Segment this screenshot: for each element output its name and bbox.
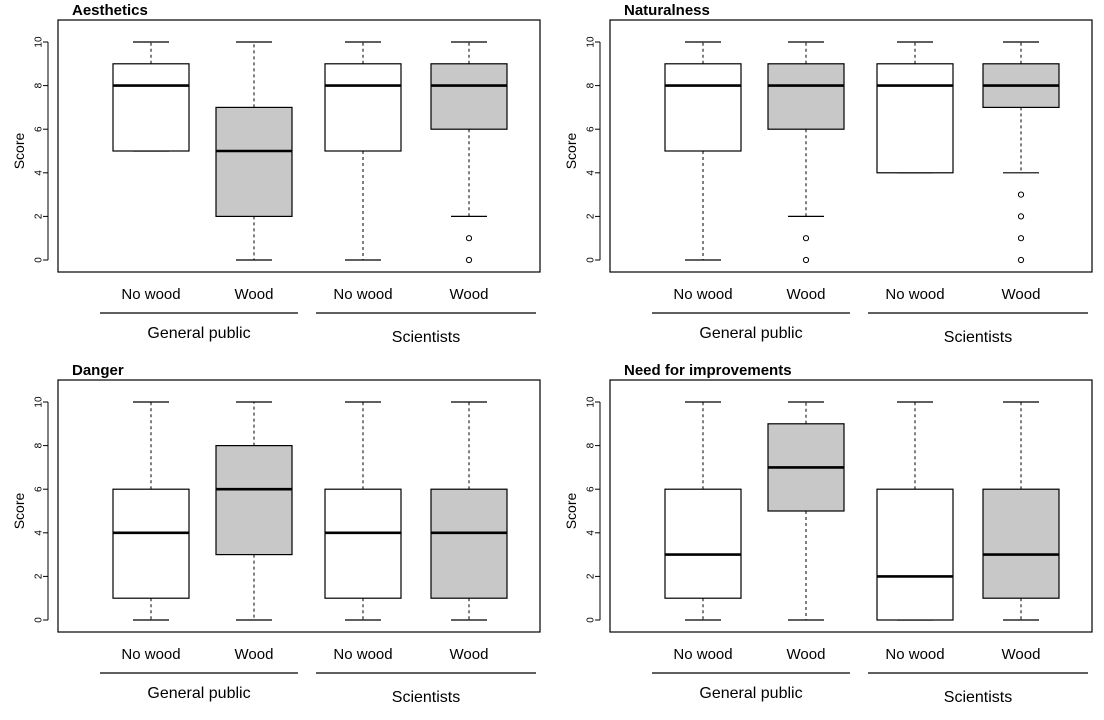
outlier-point — [802, 256, 810, 264]
y-tick-label: 2 — [586, 573, 597, 579]
y-tick-label: 2 — [586, 213, 597, 219]
outlier-point — [1017, 256, 1025, 264]
group-label: General public — [147, 685, 250, 702]
boxplot-danger: Danger 0 2 4 6 8 10 Score No wood Wood No wood Wood… — [11, 362, 541, 706]
box — [215, 444, 293, 556]
y-tick-label: 10 — [34, 396, 45, 408]
outlier-point — [1017, 191, 1025, 198]
y-tick-label: 8 — [586, 82, 597, 88]
y-tick-label: 4 — [34, 530, 45, 536]
y-axis-label: Score — [563, 493, 579, 530]
category-label: No wood — [885, 286, 944, 303]
box — [664, 488, 742, 599]
y-tick-label: 2 — [34, 573, 45, 579]
category-label: No wood — [121, 646, 180, 663]
boxplot-need-for-improvements: Need for improvements 0 2 4 6 8 10 Score No wood… — [563, 362, 1093, 706]
chart-title: Need for improvements — [624, 362, 792, 379]
y-axis-label: Score — [563, 133, 579, 170]
category-label: No wood — [333, 646, 392, 663]
y-axis-label: Score — [11, 133, 27, 170]
box — [215, 106, 293, 218]
category-label: Wood — [1002, 286, 1041, 303]
y-tick-label: 6 — [586, 486, 597, 492]
chart-title: Naturalness — [624, 2, 710, 19]
panel-danger: Danger 0 2 4 6 8 10 Score No wood Wood No wood Wood… — [0, 360, 552, 720]
plot-frame — [57, 379, 541, 633]
y-tick-label: 6 — [586, 126, 597, 132]
y-tick-label: 4 — [586, 530, 597, 536]
outlier-point — [465, 256, 473, 264]
y-tick-label: 4 — [586, 170, 597, 176]
y-tick-label: 4 — [34, 170, 45, 176]
category-label: Wood — [235, 286, 274, 303]
y-tick-label: 2 — [34, 213, 45, 219]
category-label: Wood — [235, 646, 274, 663]
box — [430, 63, 508, 130]
chart-title: Danger — [72, 362, 124, 379]
boxplot-naturalness: Naturalness 0 2 4 6 8 10 Score No wood Wood No woo… — [563, 2, 1093, 346]
category-label: Wood — [450, 286, 489, 303]
category-label: No wood — [333, 286, 392, 303]
y-tick-label: 0 — [586, 257, 597, 263]
outlier-point — [465, 235, 473, 242]
y-tick-label: 6 — [34, 486, 45, 492]
group-label: Scientists — [944, 689, 1012, 706]
panel-aesthetics: Aesthetics 0 2 4 6 8 10 Score No wood Wood No wood… — [0, 0, 552, 360]
group-label: Scientists — [944, 329, 1012, 346]
category-label: No wood — [673, 286, 732, 303]
box — [876, 63, 954, 174]
y-tick-label: 8 — [34, 442, 45, 448]
box — [664, 63, 742, 152]
outlier-point — [802, 235, 810, 242]
box — [112, 488, 190, 599]
panel-need-for-improvements: Need for improvements 0 2 4 6 8 10 Score No wood… — [552, 360, 1104, 720]
plot-frame — [57, 19, 541, 273]
category-label: No wood — [121, 286, 180, 303]
box — [876, 488, 954, 621]
box — [982, 488, 1060, 599]
category-label: Wood — [787, 646, 826, 663]
y-tick-label: 10 — [586, 396, 597, 408]
group-label: General public — [147, 325, 250, 342]
category-label: Wood — [787, 286, 826, 303]
category-label: Wood — [450, 646, 489, 663]
y-tick-label: 0 — [586, 617, 597, 623]
plot-frame — [609, 19, 1093, 273]
category-label: No wood — [673, 646, 732, 663]
group-label: Scientists — [392, 329, 460, 346]
category-label: No wood — [885, 646, 944, 663]
y-tick-label: 10 — [586, 36, 597, 48]
y-tick-label: 0 — [34, 257, 45, 263]
chart-title: Aesthetics — [72, 2, 148, 19]
box — [767, 63, 845, 130]
panel-naturalness: Naturalness 0 2 4 6 8 10 Score No wood Wood No woo… — [552, 0, 1104, 360]
box — [324, 488, 402, 599]
y-tick-label: 8 — [586, 442, 597, 448]
group-label: Scientists — [392, 689, 460, 706]
plot-frame — [609, 379, 1093, 633]
y-tick-label: 10 — [34, 36, 45, 48]
y-tick-label: 6 — [34, 126, 45, 132]
box — [324, 63, 402, 152]
y-axis-label: Score — [11, 493, 27, 530]
y-tick-label: 0 — [34, 617, 45, 623]
group-label: General public — [699, 325, 802, 342]
boxplot-aesthetics: Aesthetics 0 2 4 6 8 10 Score No wood Wood No wood… — [11, 2, 541, 346]
box — [430, 488, 508, 599]
box — [112, 63, 190, 152]
category-label: Wood — [1002, 646, 1041, 663]
y-tick-label: 8 — [34, 82, 45, 88]
outlier-point — [1017, 213, 1025, 220]
group-label: General public — [699, 685, 802, 702]
outlier-point — [1017, 235, 1025, 242]
